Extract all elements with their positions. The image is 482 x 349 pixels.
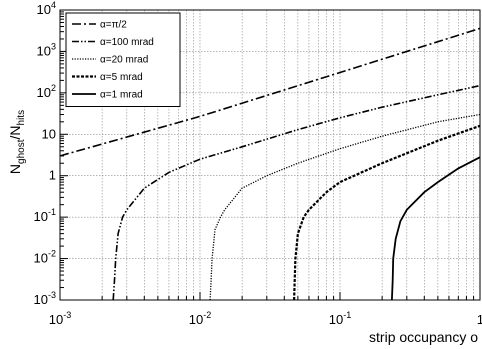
- legend-label: α=1 mrad: [100, 90, 143, 101]
- series-line-4: [391, 156, 480, 300]
- series-line-1: [112, 84, 480, 300]
- y-tick-label: 10-2: [34, 249, 56, 266]
- y-axis-title: Nghost/Nhits: [7, 110, 27, 174]
- y-axis-title-separator: /N: [7, 125, 23, 139]
- legend-label: α=5 mrad: [100, 72, 143, 83]
- series-line-3: [293, 124, 480, 300]
- series-line-2: [209, 113, 480, 300]
- legend-box: [65, 12, 181, 107]
- y-tick-label: 104: [37, 0, 56, 17]
- x-tick-label: 10-3: [49, 310, 71, 327]
- y-tick-label: 10-3: [34, 290, 56, 307]
- y-tick-label: 10-1: [34, 207, 56, 224]
- x-tick-label: 10-1: [329, 310, 351, 327]
- series-lines: [60, 27, 480, 300]
- series-line-0: [60, 27, 480, 157]
- y-axis-title-main: N: [7, 164, 23, 174]
- legend: α=π/2 α=100 mrad α=20 mrad α=5 mrad α=1 mrad: [65, 12, 181, 107]
- y-axis-title-sub-hits: hits: [16, 110, 27, 126]
- legend-label: α=20 mrad: [100, 55, 148, 66]
- plot-frame: [59, 9, 481, 301]
- y-tick-label: 103: [37, 41, 56, 58]
- y-tick-label: 102: [37, 83, 56, 100]
- y-tick-label: 1: [49, 168, 56, 183]
- y-axis-title-sub-ghost: ghost: [16, 139, 27, 164]
- legend-label: α=π/2: [100, 20, 127, 31]
- x-tick-label: 1: [477, 312, 482, 327]
- x-tick-label: 10-2: [189, 310, 211, 327]
- legend-label: α=100 mrad: [100, 37, 154, 48]
- y-tick-label: 10: [42, 126, 56, 141]
- x-axis-title: strip occupancy o: [369, 329, 478, 345]
- grid: [60, 10, 480, 300]
